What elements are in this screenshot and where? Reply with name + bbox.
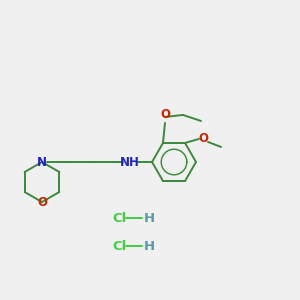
Text: Cl: Cl	[112, 212, 126, 224]
Text: O: O	[198, 132, 208, 146]
Text: N: N	[37, 155, 47, 169]
Text: O: O	[160, 108, 170, 121]
Text: H: H	[144, 239, 155, 253]
Text: H: H	[144, 212, 155, 224]
Text: Cl: Cl	[112, 239, 126, 253]
Text: O: O	[37, 196, 47, 208]
Text: NH: NH	[120, 155, 140, 169]
